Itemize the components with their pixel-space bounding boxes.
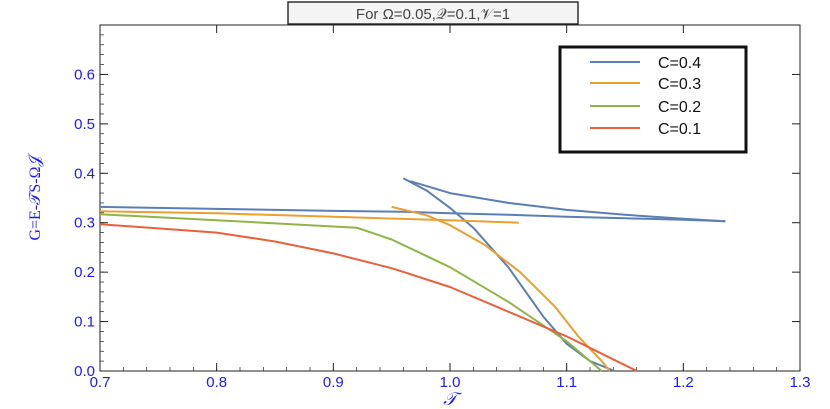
x-tick-label: 0.7 bbox=[90, 374, 111, 391]
series-line-C03-seg0 bbox=[99, 210, 519, 224]
legend: C=0.4 C=0.3 C=0.2 C=0.1 bbox=[558, 45, 748, 154]
x-tick-label: 0.9 bbox=[323, 374, 344, 391]
y-tick-label: 0.1 bbox=[74, 314, 95, 331]
series-layer bbox=[99, 177, 726, 372]
y-axis-label: G=E-𝒯S-Ω𝒥 bbox=[27, 152, 44, 240]
series-line-C04-seg3 bbox=[410, 180, 726, 223]
legend-label-c04: C=0.4 bbox=[658, 55, 701, 72]
axis-ticks: 0.7 0.8 0.9 1.0 1.1 1.2 1.3 0.0 0.1 0.2 0.3 0.4 0.5 0… bbox=[74, 24, 811, 391]
x-tick-label: 1.0 bbox=[440, 374, 461, 391]
x-axis-label: 𝒯 bbox=[443, 389, 462, 409]
x-tick-label: 1.2 bbox=[673, 374, 694, 391]
legend-box bbox=[558, 45, 748, 154]
y-tick-label: 0.2 bbox=[74, 264, 95, 281]
series-line-C03-seg1 bbox=[391, 205, 611, 372]
y-tick-label: 0.0 bbox=[74, 363, 95, 380]
title-box bbox=[287, 1, 579, 25]
y-tick-label: 0.6 bbox=[74, 66, 95, 83]
x-tick-label: 0.8 bbox=[206, 374, 227, 391]
y-tick-label: 0.4 bbox=[74, 165, 95, 182]
legend-label-c03: C=0.3 bbox=[658, 76, 701, 93]
y-tick-label: 0.3 bbox=[74, 215, 95, 232]
series-line-C01-seg0 bbox=[99, 223, 638, 372]
series-line-C04-seg0 bbox=[99, 205, 404, 213]
x-tick-label: 1.1 bbox=[556, 374, 577, 391]
series-line-C02-seg0 bbox=[99, 213, 603, 372]
y-tick-label: 0.5 bbox=[74, 116, 95, 133]
legend-label-c02: C=0.2 bbox=[658, 99, 701, 116]
chart-title: For Ω=0.05,𝒬=0.1,𝒱=1 bbox=[356, 6, 510, 23]
x-tick-label: 1.3 bbox=[790, 374, 811, 391]
legend-label-c01: C=0.1 bbox=[658, 121, 701, 138]
